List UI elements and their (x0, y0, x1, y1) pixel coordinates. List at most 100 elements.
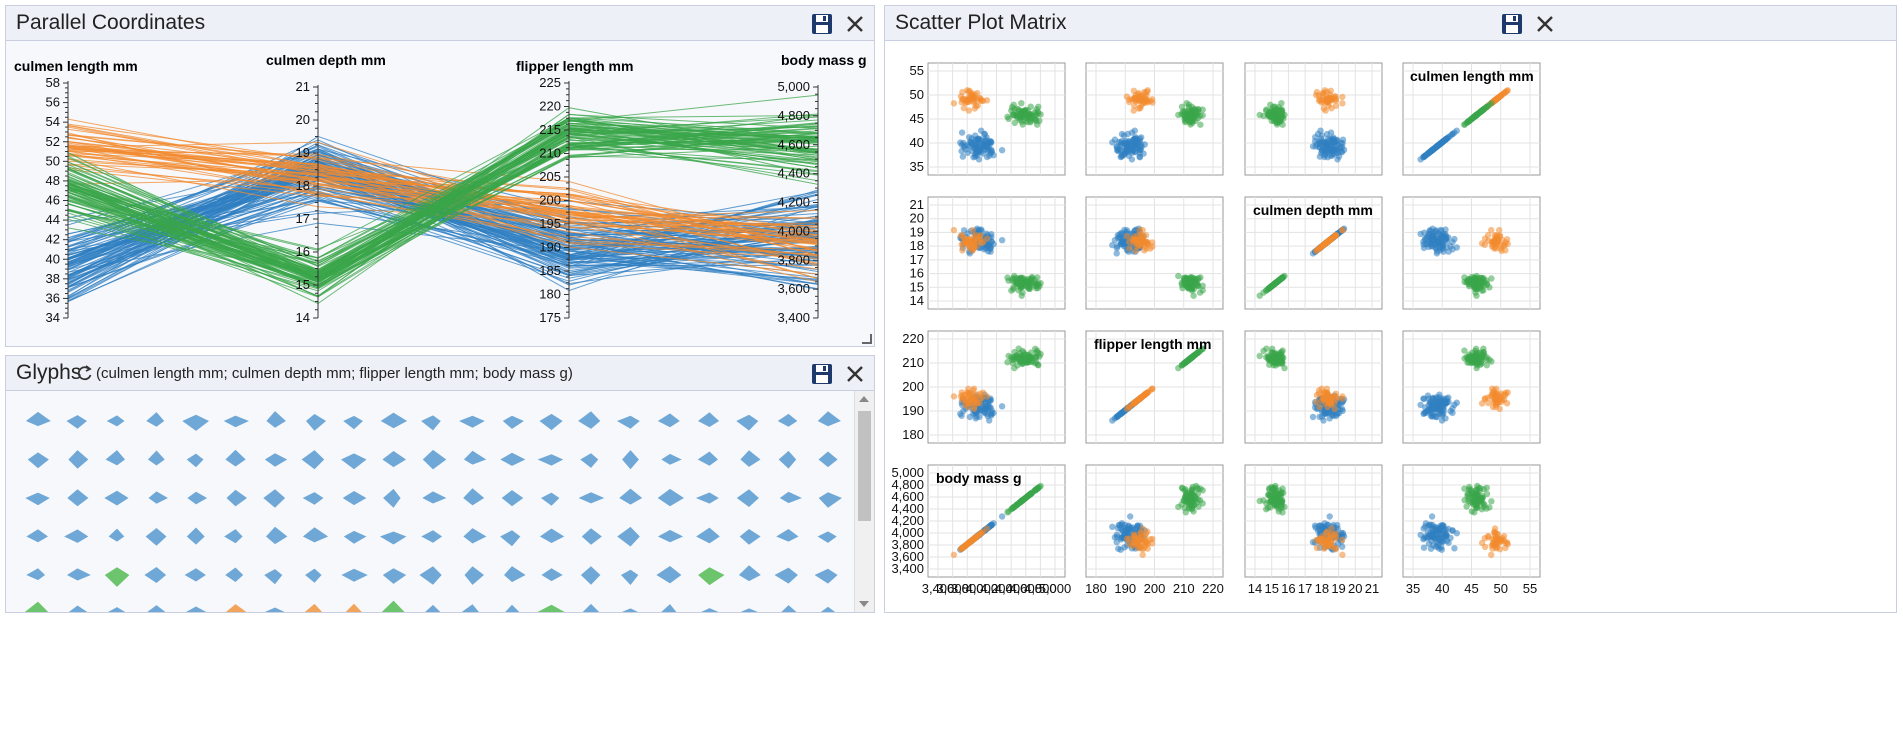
glyph[interactable] (419, 566, 442, 585)
close-icon[interactable] (1532, 12, 1558, 36)
glyph[interactable] (145, 605, 167, 612)
glyph[interactable] (302, 492, 324, 505)
glyph[interactable] (463, 450, 487, 465)
glyph[interactable] (459, 415, 485, 428)
glyph[interactable] (264, 569, 283, 585)
resize-handle[interactable] (862, 334, 872, 344)
glyph[interactable] (66, 415, 88, 429)
glyph[interactable] (225, 449, 246, 467)
glyph[interactable] (617, 526, 640, 547)
glyph[interactable] (504, 566, 526, 583)
glyph[interactable] (26, 529, 48, 543)
glyph[interactable] (423, 604, 442, 612)
glyph[interactable] (226, 489, 248, 507)
glyph[interactable] (147, 450, 165, 466)
glyph[interactable] (541, 492, 560, 506)
glyph[interactable] (225, 567, 244, 583)
scatter-cell[interactable]: 35 40 45 50 55 (1402, 464, 1541, 596)
glyph[interactable] (380, 412, 408, 429)
glyph[interactable] (819, 606, 837, 612)
glyph[interactable] (736, 414, 759, 431)
glyph[interactable] (617, 415, 640, 429)
glyph[interactable] (305, 568, 322, 583)
glyph[interactable] (343, 530, 367, 544)
glyph[interactable] (818, 451, 838, 468)
glyph[interactable] (25, 492, 50, 506)
axis-4[interactable]: 5,000 4,800 4,600 4,400 4,200 4,000 3,800 3,600… (777, 52, 866, 325)
glyph[interactable] (737, 608, 761, 612)
glyph[interactable] (302, 527, 329, 543)
axis-2[interactable]: 21 20 19 18 17 16 15 14 culmen depth mm (266, 52, 386, 325)
glyph[interactable] (67, 605, 90, 613)
glyph[interactable] (539, 413, 563, 431)
save-icon[interactable] (1499, 12, 1525, 36)
glyph[interactable] (774, 567, 798, 584)
glyph[interactable] (266, 411, 286, 428)
glyph[interactable] (578, 492, 605, 504)
glyph[interactable] (460, 604, 480, 612)
glyph[interactable] (695, 492, 719, 504)
glyph[interactable] (502, 415, 524, 429)
glyph[interactable] (736, 489, 759, 507)
glyph[interactable] (104, 490, 129, 506)
close-icon[interactable] (842, 362, 868, 386)
glyph[interactable] (382, 568, 407, 584)
glyph[interactable] (818, 492, 842, 508)
glyph[interactable] (379, 531, 407, 545)
glyph[interactable] (539, 528, 565, 544)
glyph[interactable] (144, 567, 167, 583)
glyph[interactable] (657, 413, 680, 428)
scatter-cell[interactable]: flipper length mm (1085, 330, 1224, 444)
scatter-plot-matrix[interactable]: 55 50 45 40 35 culmen length mm 21 20 19 18 17 16 15… (885, 41, 1896, 612)
glyph[interactable] (25, 411, 51, 427)
glyph[interactable] (501, 490, 524, 507)
glyph[interactable] (578, 411, 601, 429)
scatter-cell[interactable] (1244, 62, 1383, 176)
scatter-cell[interactable] (1402, 196, 1541, 310)
glyph[interactable] (814, 568, 838, 584)
glyph[interactable] (504, 604, 521, 612)
axis-1[interactable]: 58 56 54 52 50 48 46 44 42 40 38 36 34 culmen length … (14, 58, 138, 325)
scroll-down-icon[interactable] (859, 601, 869, 607)
glyph[interactable] (421, 530, 443, 543)
vertical-scrollbar[interactable] (854, 391, 874, 612)
scatter-cell[interactable]: 220 210 200 190 180 (902, 330, 1066, 444)
glyph[interactable] (223, 415, 249, 428)
glyph[interactable] (619, 488, 643, 505)
glyph[interactable] (64, 529, 89, 543)
glyph[interactable] (303, 603, 323, 612)
glyph[interactable] (106, 415, 125, 427)
scatter-cell[interactable]: 14 15 16 17 18 19 20 21 (1244, 464, 1383, 596)
glyph[interactable] (341, 453, 367, 470)
glyph[interactable] (27, 452, 49, 469)
axis-3[interactable]: 225 220 215 210 205 200 195 190 185 180 175 flipper… (516, 58, 633, 325)
glyph[interactable] (463, 528, 487, 544)
scatter-cell[interactable]: culmen depth mm (1244, 196, 1383, 310)
glyph[interactable] (108, 528, 125, 542)
glyph[interactable] (780, 605, 798, 612)
glyph[interactable] (67, 489, 89, 507)
scatter-cell[interactable] (1085, 62, 1224, 176)
glyph[interactable] (541, 568, 563, 582)
glyph[interactable] (306, 414, 327, 431)
glyph[interactable] (421, 415, 441, 431)
glyph-grid[interactable] (6, 391, 874, 612)
glyph[interactable] (263, 489, 286, 508)
glyph[interactable] (696, 527, 720, 544)
glyph[interactable] (464, 566, 485, 585)
glyph[interactable] (740, 450, 761, 467)
glyph[interactable] (581, 603, 600, 612)
glyph[interactable] (581, 528, 602, 545)
glyph[interactable] (145, 528, 167, 546)
glyph[interactable] (68, 450, 89, 469)
glyph[interactable] (342, 491, 367, 506)
glyph[interactable] (777, 413, 798, 427)
glyph[interactable] (580, 453, 599, 468)
glyph[interactable] (186, 453, 204, 468)
glyph[interactable] (698, 608, 722, 612)
glyph[interactable] (463, 488, 485, 506)
glyph[interactable] (661, 453, 682, 465)
glyph[interactable] (738, 565, 761, 582)
scatter-cell[interactable]: culmen length mm (1402, 62, 1541, 176)
